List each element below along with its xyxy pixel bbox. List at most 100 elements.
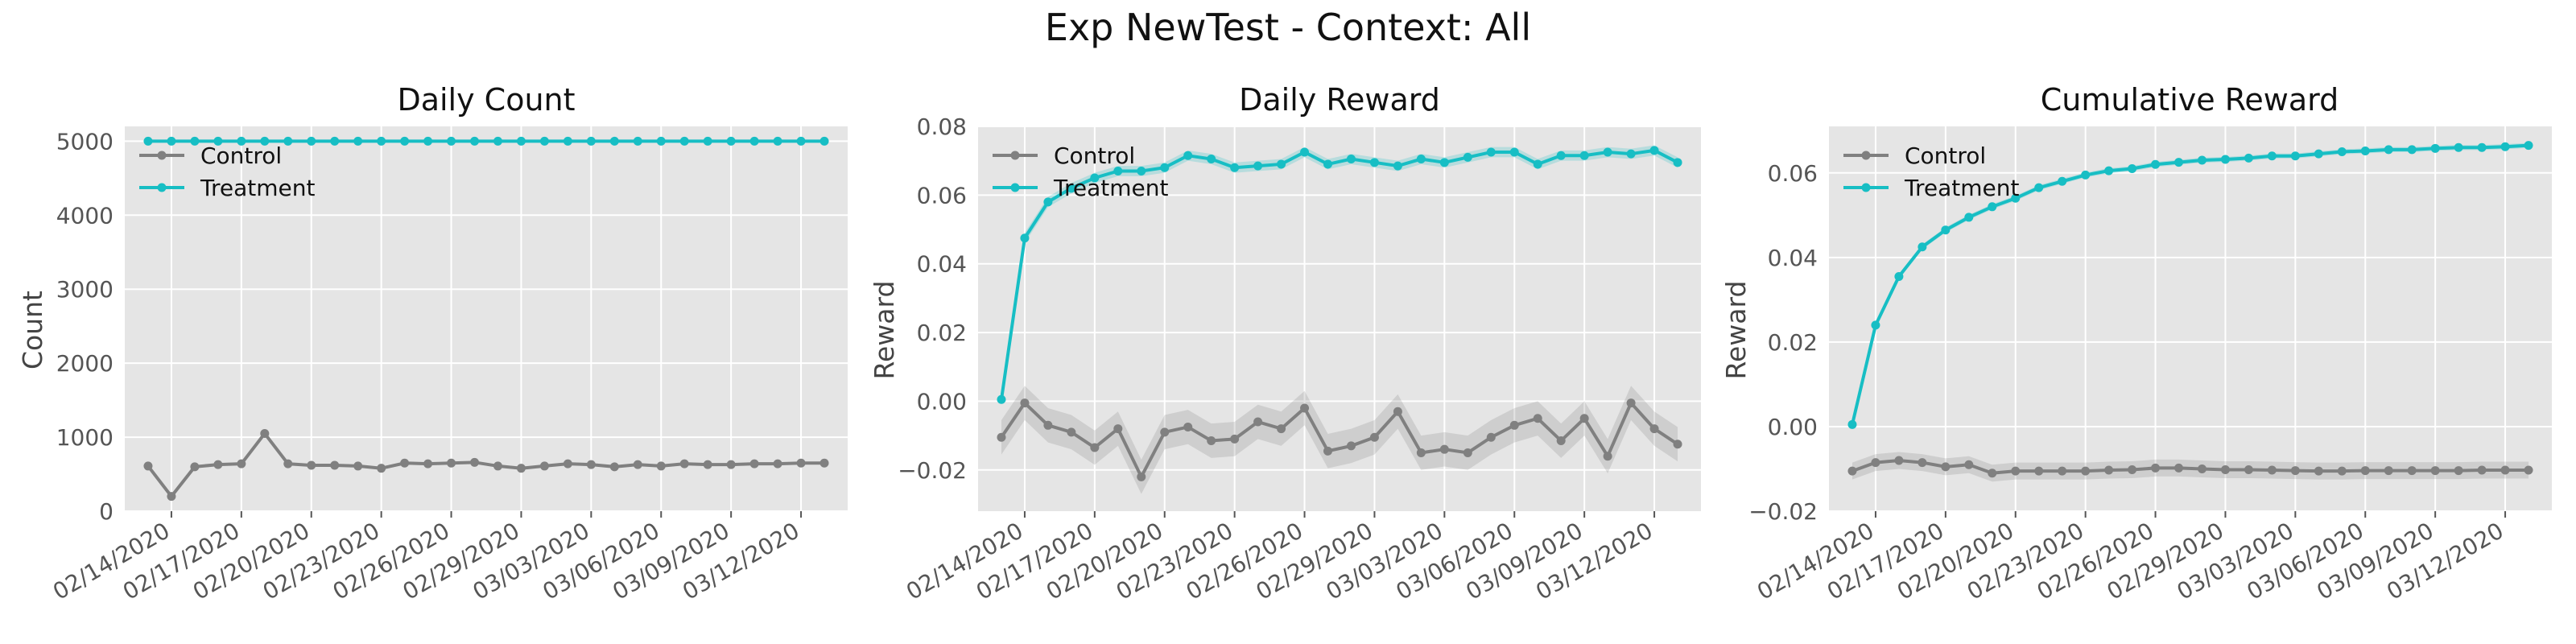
data-point bbox=[1579, 414, 1589, 423]
data-point bbox=[2151, 463, 2161, 473]
data-point bbox=[2360, 466, 2370, 476]
data-point bbox=[2290, 466, 2300, 476]
data-point bbox=[703, 136, 712, 146]
panel-title: Daily Reward bbox=[1239, 82, 1440, 118]
legend-marker bbox=[1010, 151, 1020, 160]
data-point bbox=[796, 136, 806, 146]
data-point bbox=[2104, 465, 2114, 475]
data-point bbox=[283, 136, 293, 146]
data-point bbox=[1894, 456, 1904, 465]
data-point bbox=[353, 461, 363, 471]
data-point bbox=[2034, 466, 2044, 476]
y-tick-label: 0.06 bbox=[1768, 160, 1818, 187]
data-point bbox=[1277, 424, 1286, 434]
data-point bbox=[1964, 213, 1974, 222]
data-point bbox=[2197, 155, 2207, 165]
data-point bbox=[1847, 419, 1857, 429]
data-point bbox=[1253, 161, 1263, 171]
data-point bbox=[1043, 420, 1053, 430]
confidence-band bbox=[1001, 386, 1678, 494]
y-axis-label: Reward bbox=[869, 281, 900, 380]
data-point bbox=[447, 136, 456, 146]
data-point bbox=[1067, 184, 1076, 193]
y-tick-label: 0.00 bbox=[1768, 414, 1818, 440]
data-point bbox=[307, 136, 316, 146]
data-point bbox=[1090, 173, 1100, 183]
legend-entry: Treatment bbox=[1053, 175, 1168, 201]
data-point bbox=[1486, 147, 1496, 157]
confidence-band bbox=[1852, 452, 2529, 482]
y-tick-label: 5000 bbox=[56, 128, 114, 155]
data-point bbox=[1988, 202, 1997, 212]
data-point bbox=[609, 462, 619, 472]
data-point bbox=[2477, 142, 2487, 152]
data-point bbox=[2058, 176, 2067, 186]
data-point bbox=[2244, 153, 2253, 163]
data-point bbox=[1277, 159, 1286, 169]
data-point bbox=[1894, 271, 1904, 281]
data-point bbox=[1300, 403, 1310, 413]
data-point bbox=[997, 432, 1006, 442]
data-point bbox=[1673, 440, 1682, 449]
y-tick-label: 0.04 bbox=[917, 251, 967, 278]
data-point bbox=[2058, 466, 2067, 476]
data-point bbox=[423, 136, 433, 146]
data-point bbox=[167, 136, 176, 146]
data-point bbox=[2174, 463, 2184, 473]
data-point bbox=[1509, 420, 1519, 430]
data-point bbox=[190, 136, 200, 146]
data-point bbox=[749, 459, 759, 469]
data-point bbox=[2430, 466, 2440, 476]
legend-entry: Control bbox=[1054, 142, 1135, 169]
data-point bbox=[330, 460, 340, 470]
data-point bbox=[1871, 458, 1880, 468]
data-point bbox=[1323, 159, 1333, 169]
data-point bbox=[2384, 466, 2393, 476]
data-point bbox=[679, 459, 689, 469]
cumulative-reward-panel: Cumulative Reward Reward −0.02 0.00 0.02 0.… bbox=[1720, 82, 2552, 605]
data-point bbox=[1207, 436, 1216, 446]
data-point bbox=[819, 458, 829, 468]
data-point bbox=[1603, 452, 1612, 461]
data-point bbox=[1207, 155, 1216, 164]
data-point bbox=[143, 461, 153, 471]
data-point bbox=[237, 459, 246, 469]
data-point bbox=[213, 136, 223, 146]
data-point bbox=[470, 136, 480, 146]
data-point bbox=[2151, 159, 2161, 169]
data-point bbox=[2220, 465, 2230, 475]
data-point bbox=[796, 458, 806, 468]
data-point bbox=[1416, 448, 1426, 457]
data-point bbox=[2081, 170, 2091, 180]
data-point bbox=[997, 394, 1006, 404]
data-point bbox=[1603, 147, 1612, 157]
plot-area bbox=[125, 126, 848, 511]
data-point bbox=[1847, 466, 1857, 476]
data-point bbox=[609, 136, 619, 146]
legend-marker bbox=[1861, 183, 1871, 192]
data-point bbox=[1673, 158, 1682, 167]
data-point bbox=[470, 457, 480, 467]
data-point bbox=[1369, 432, 1379, 442]
data-point bbox=[143, 136, 153, 146]
data-point bbox=[1160, 163, 1170, 172]
legend-entry: Control bbox=[1905, 142, 1986, 169]
data-point bbox=[2454, 142, 2463, 152]
data-point bbox=[1579, 151, 1589, 160]
data-point bbox=[330, 136, 340, 146]
data-point bbox=[1941, 462, 1951, 472]
data-point bbox=[1463, 152, 1472, 162]
data-point bbox=[1626, 149, 1636, 159]
data-point bbox=[1020, 233, 1030, 243]
data-point bbox=[1463, 448, 1472, 457]
data-point bbox=[2128, 465, 2137, 475]
data-point bbox=[1230, 434, 1240, 444]
legend-marker bbox=[1861, 151, 1871, 160]
data-point bbox=[749, 136, 759, 146]
data-point bbox=[260, 428, 270, 438]
data-point bbox=[190, 462, 200, 472]
data-point bbox=[1300, 147, 1310, 157]
y-tick-label: 0.02 bbox=[1768, 329, 1818, 356]
legend-entry: Control bbox=[200, 142, 282, 169]
